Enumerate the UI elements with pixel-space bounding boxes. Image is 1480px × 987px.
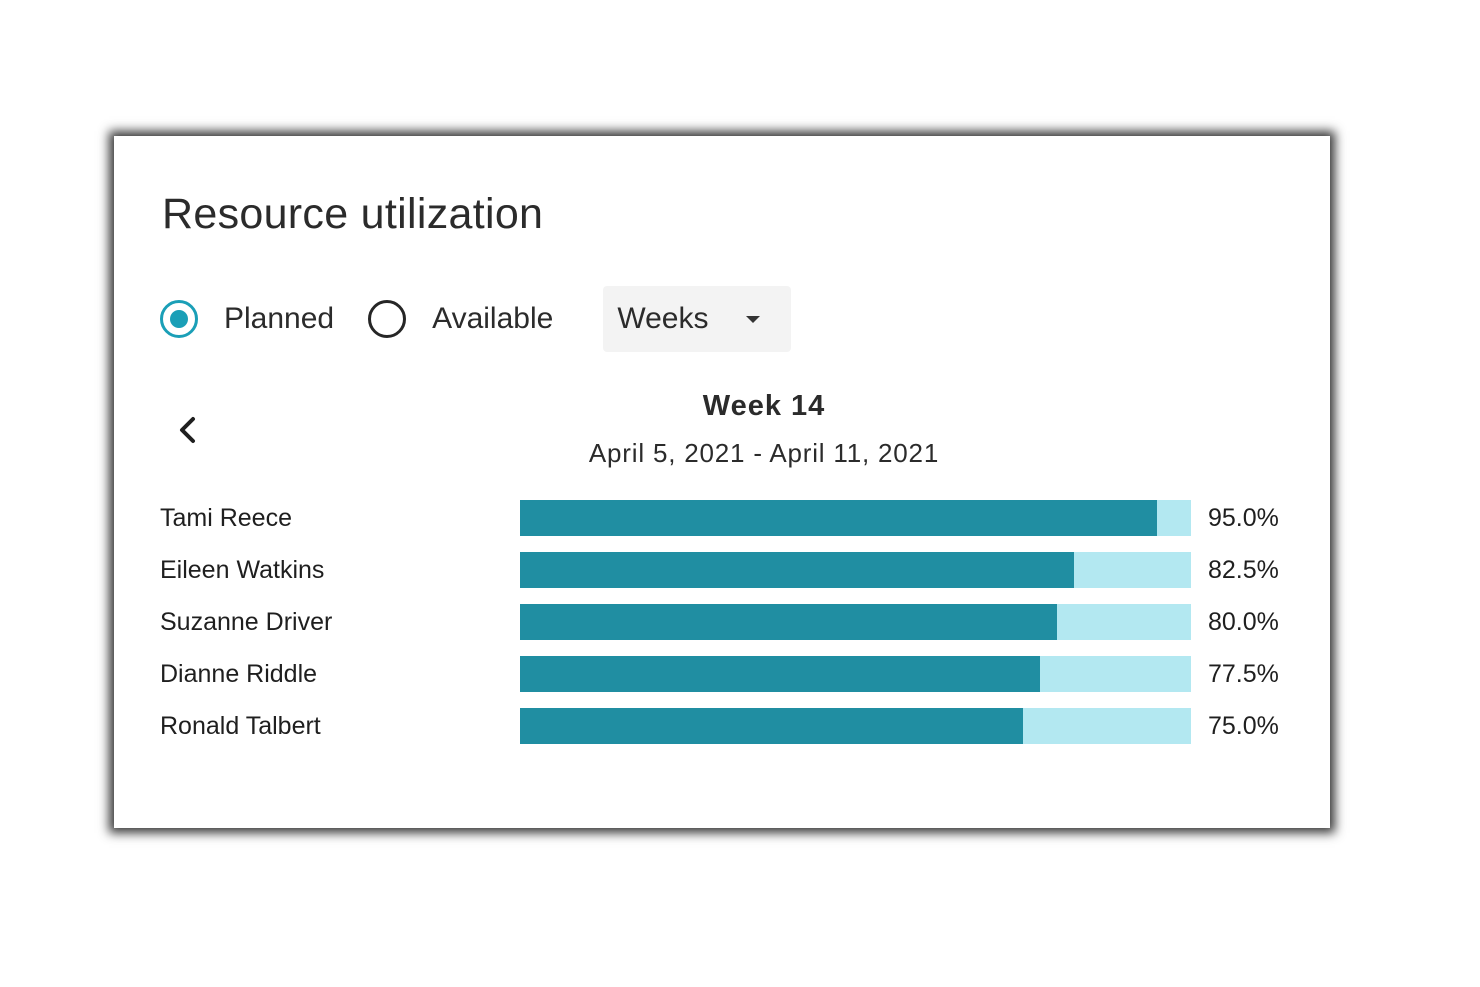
utilization-bar-track xyxy=(520,604,1191,640)
utilization-bar-track xyxy=(520,708,1191,744)
period-date-range: April 5, 2021 - April 11, 2021 xyxy=(588,438,940,468)
card-title: Resource utilization xyxy=(162,190,544,238)
resource-name: Ronald Talbert xyxy=(160,712,321,740)
utilization-bar xyxy=(520,552,1074,588)
utilization-value: 80.0% xyxy=(1208,608,1279,636)
period-title: Week 14 xyxy=(702,390,826,422)
utilization-row: Dianne Riddle 77.5% xyxy=(114,656,1330,708)
utilization-value: 82.5% xyxy=(1208,556,1279,584)
view-controls: Planned Available Weeks xyxy=(160,286,792,352)
utilization-bar xyxy=(520,604,1057,640)
utilization-bar-track xyxy=(520,500,1191,536)
utilization-bar xyxy=(520,500,1158,536)
utilization-bar xyxy=(520,708,1024,744)
utilization-row: Suzanne Driver 80.0% xyxy=(114,604,1330,656)
radio-available[interactable]: Available xyxy=(368,300,553,338)
period-unit-select[interactable]: Weeks xyxy=(603,286,792,352)
chevron-left-icon xyxy=(180,417,195,443)
radio-available-label: Available xyxy=(432,302,554,335)
utilization-row: Tami Reece 95.0% xyxy=(114,500,1330,552)
utilization-value: 77.5% xyxy=(1208,660,1279,688)
utilization-chart: Tami Reece 95.0% Eileen Watkins 82.5% Suzann… xyxy=(114,500,1330,760)
utilization-row: Ronald Talbert 75.0% xyxy=(114,708,1330,760)
period-unit-value: Weeks xyxy=(617,302,709,335)
radio-checked-icon[interactable] xyxy=(160,300,198,338)
resource-name: Suzanne Driver xyxy=(160,608,333,636)
utilization-bar-track xyxy=(520,656,1191,692)
caret-down-icon xyxy=(746,315,761,323)
utilization-value: 95.0% xyxy=(1208,504,1279,532)
resource-name: Dianne Riddle xyxy=(160,660,318,688)
utilization-bar xyxy=(520,656,1041,692)
previous-period-button[interactable] xyxy=(168,408,208,452)
resource-utilization-card: Resource utilization Planned Available W… xyxy=(114,136,1330,828)
resource-name: Tami Reece xyxy=(160,504,292,532)
utilization-bar-track xyxy=(520,552,1191,588)
utilization-value: 75.0% xyxy=(1208,712,1279,740)
radio-unchecked-icon[interactable] xyxy=(368,300,407,338)
resource-name: Eileen Watkins xyxy=(160,556,325,584)
utilization-row: Eileen Watkins 82.5% xyxy=(114,552,1330,604)
radio-planned[interactable]: Planned xyxy=(160,300,334,338)
radio-planned-label: Planned xyxy=(224,302,335,335)
